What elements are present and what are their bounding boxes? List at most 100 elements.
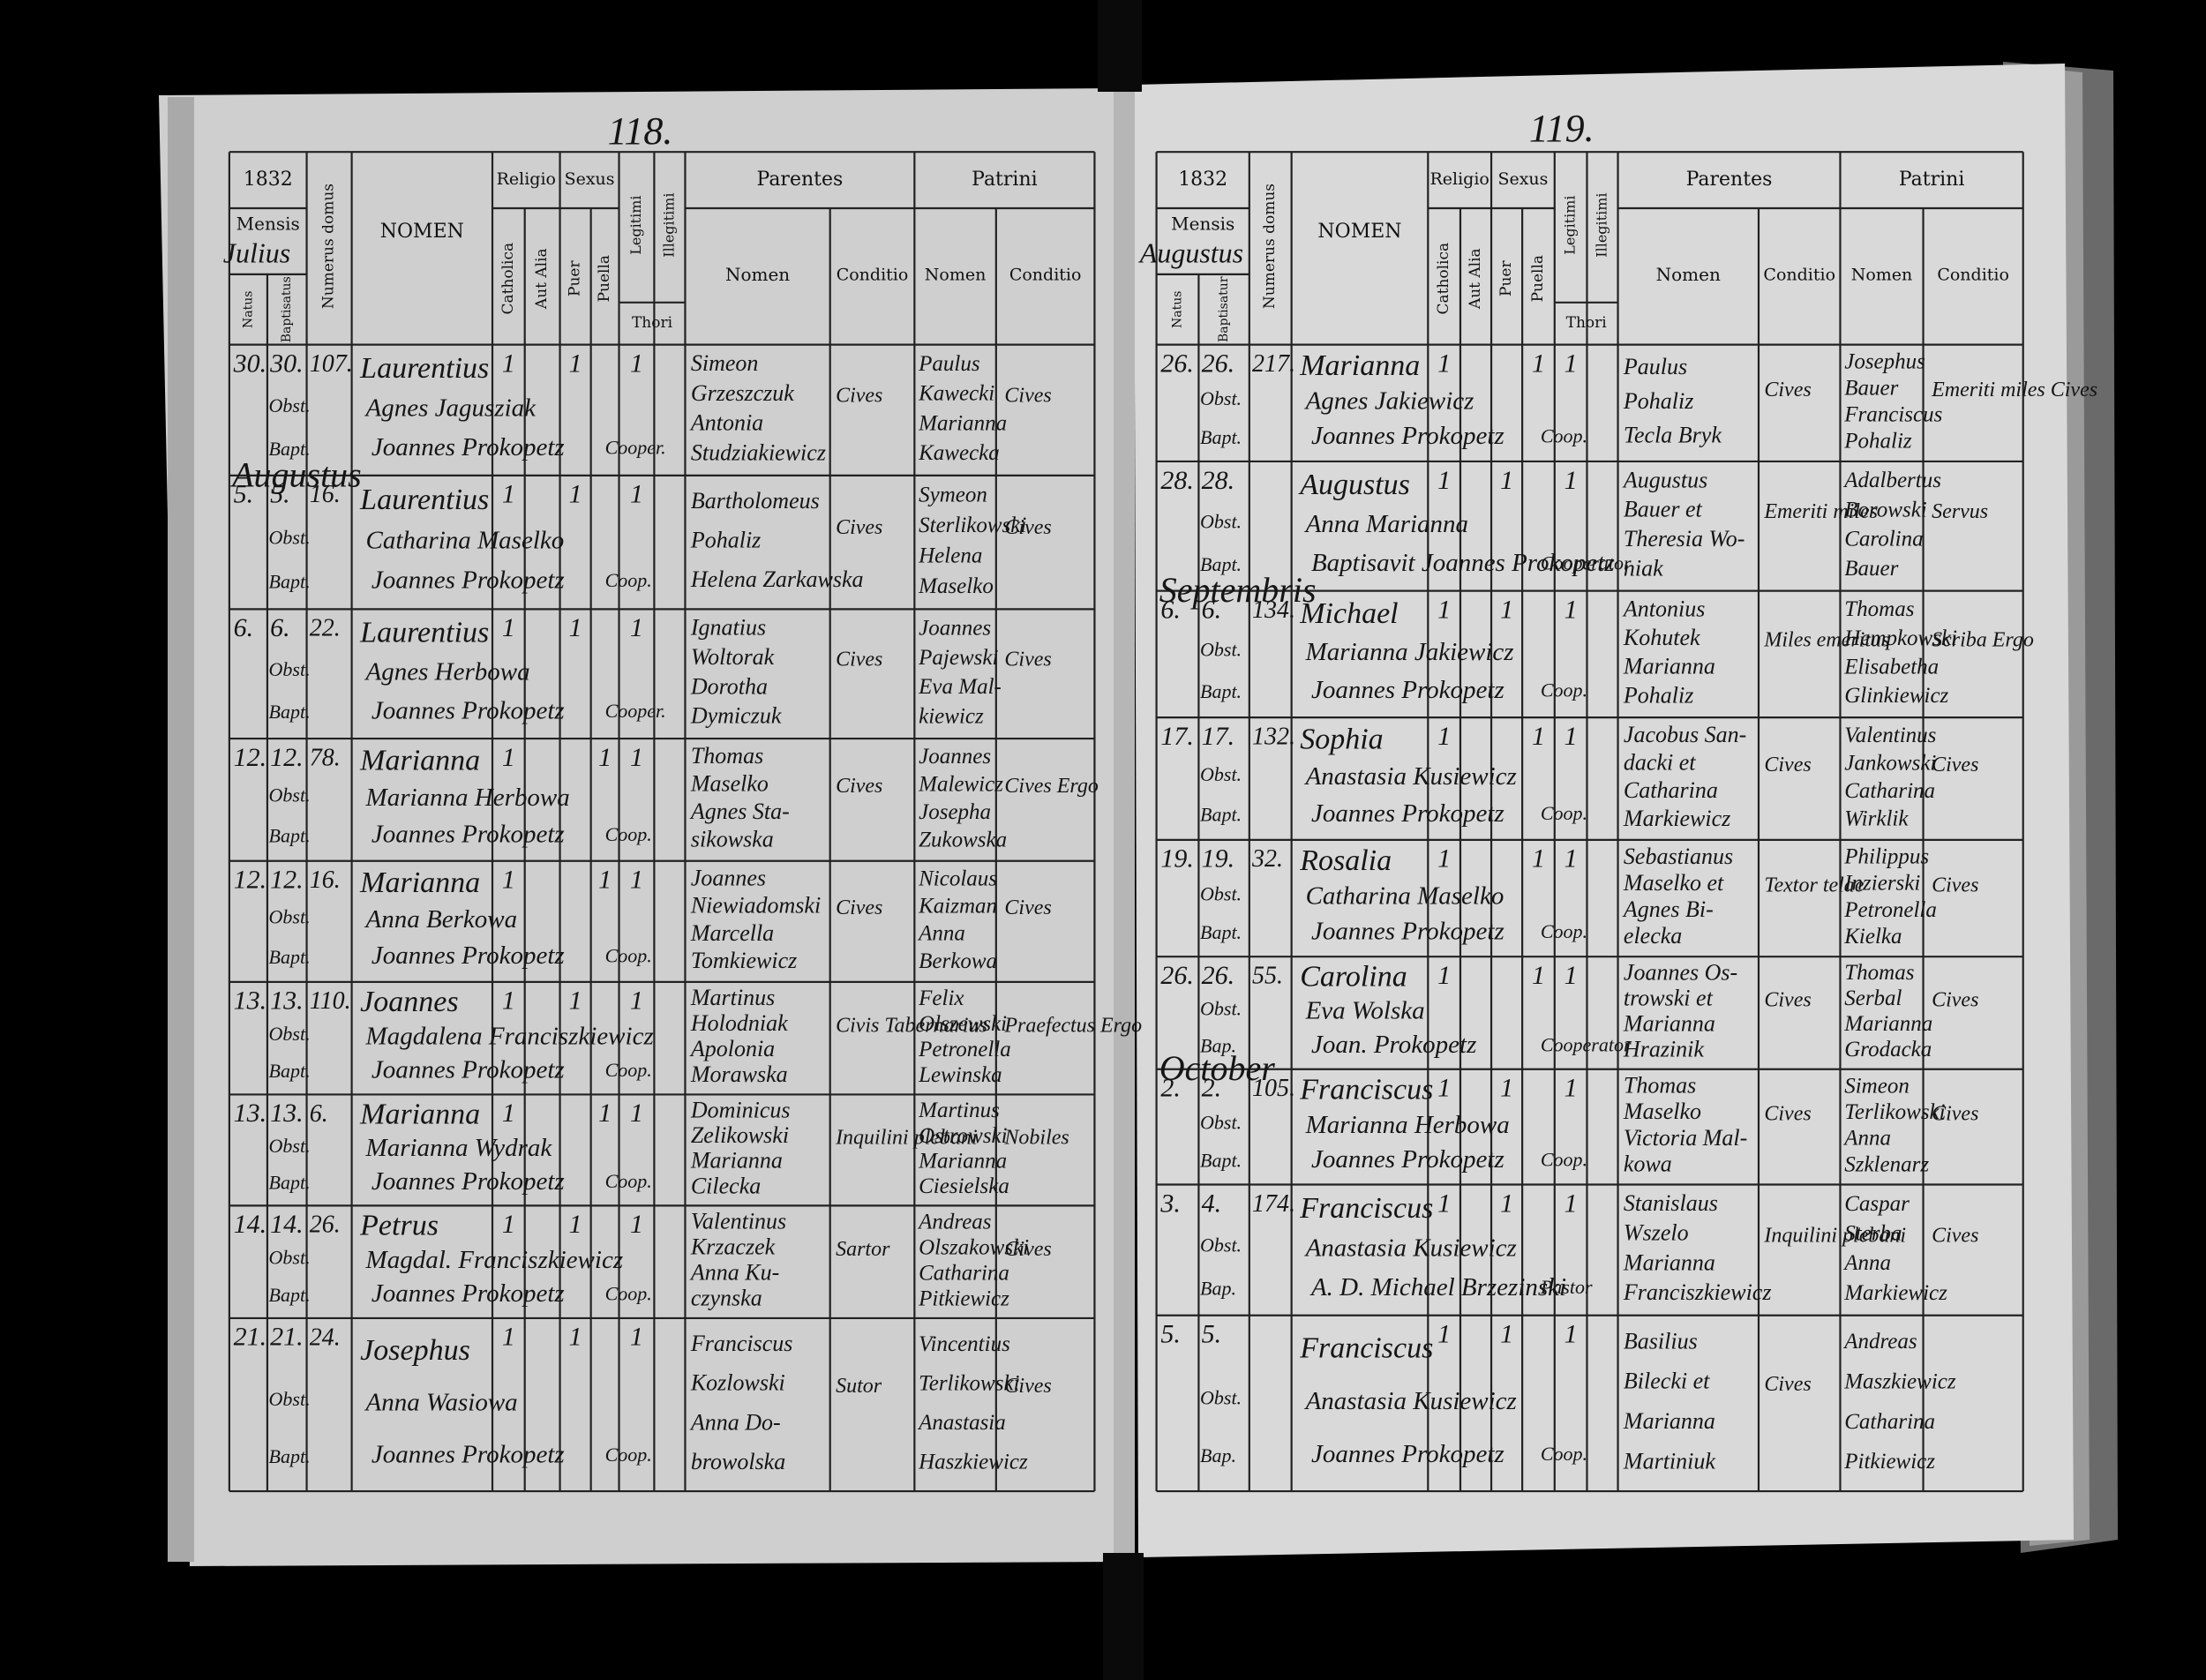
puer-mark: 1 [569, 480, 582, 509]
parentes-conditio: Inquilini plebani [1763, 1224, 1906, 1247]
parent-line: Catharina [1624, 777, 1718, 803]
parentes-conditio: Miles emeritus [1763, 629, 1889, 652]
catholica-mark: 1 [502, 866, 515, 895]
parent-line: Stanislaus [1624, 1190, 1718, 1216]
parent-line: Sebastianus [1624, 844, 1733, 869]
note: Bapt. [1200, 1150, 1242, 1172]
parent-line: Kozlowski [690, 1370, 785, 1396]
header-patrini-nomen: Nomen [925, 266, 987, 285]
nomen-line: Magdalena Franciszkiewicz [365, 1022, 654, 1050]
parent-line: sikowska [691, 827, 774, 852]
nomen-line: Marianna [1299, 349, 1420, 382]
parent-line: Dorotha [690, 673, 768, 699]
puer-mark: 1 [1500, 1074, 1513, 1103]
baptisatus: 4. [1202, 1189, 1222, 1218]
parent-line: Krzaczek [690, 1234, 776, 1260]
nomen-line: Sophia [1300, 724, 1383, 756]
parent-line: Maselko [1623, 1099, 1701, 1124]
patrinus-line: Markiewicz [1843, 1281, 1947, 1305]
patrini-conditio: Cives [1004, 649, 1051, 671]
patrinus-line: Maszkiewicz [1843, 1369, 1956, 1393]
puer-mark: 1 [569, 1210, 582, 1239]
nomen-line: Marianna [359, 745, 480, 777]
puella-mark: 1 [1532, 722, 1545, 751]
domus: 78. [310, 744, 341, 771]
nomen-line: Joannes Prokopetz [371, 1167, 565, 1196]
nomen-line: Marianna Wydrak [365, 1134, 553, 1162]
baptisatus: 21. [270, 1323, 304, 1352]
parent-line: Helena Zarkawska [690, 566, 864, 592]
patrinus-line: Glinkiewicz [1844, 684, 1948, 708]
note: Obst. [269, 1135, 311, 1157]
header-mensis: Mensis [1171, 214, 1234, 235]
nomen-line: Joannes Prokopetz [1311, 676, 1504, 704]
patrini-conditio: Cives [1932, 1103, 1978, 1126]
patrinus-line: Sterlikowski [919, 514, 1026, 537]
patrinus-line: Zukowska [919, 828, 1007, 851]
note: Bapt. [1200, 426, 1242, 448]
nomen-line: Augustus [1298, 469, 1410, 501]
header-thori: Thori [632, 314, 673, 332]
baptisatus: 13. [270, 1099, 304, 1128]
domus: 55. [1252, 963, 1283, 990]
parentes-conditio: Cives [836, 649, 882, 671]
legitimi-mark: 1 [630, 1323, 643, 1352]
catholica-mark: 1 [1437, 349, 1451, 378]
parent-line: Joannes Os- [1624, 959, 1737, 985]
legitimi-mark: 1 [1564, 1189, 1578, 1218]
patrinus-line: Anastasia [917, 1411, 1006, 1435]
nomen-line: Eva Wolska [1305, 997, 1425, 1025]
domus: 107. [310, 350, 353, 378]
month-label: Augustus [229, 454, 362, 494]
header-baptisatus: Baptisatur [1217, 276, 1231, 342]
note: Obst. [1200, 510, 1242, 532]
natus: 14. [234, 1210, 267, 1239]
patrinus-line: Haszkiewicz [918, 1451, 1028, 1474]
nomen-line: Joan. Prokopetz [1311, 1031, 1476, 1059]
parent-line: Antonia [689, 410, 763, 436]
nomen-line: Marianna [359, 866, 480, 899]
parent-line: Apolonia [689, 1036, 775, 1061]
note: Obst. [269, 784, 311, 806]
catholica-mark: 1 [502, 613, 515, 642]
parent-line: Agnes Sta- [689, 799, 790, 824]
nomen-line: Joannes Prokopetz [1311, 1145, 1504, 1174]
parentes-conditio: Cives [1764, 754, 1811, 776]
patrinus-line: Philippus [1843, 845, 1929, 869]
thori-note: Coop. [1541, 1443, 1587, 1465]
patrinus-line: Pitkiewicz [1843, 1450, 1935, 1474]
patrinus-line: Eva Mal- [918, 675, 1002, 699]
parent-line: Ignatius [690, 615, 766, 641]
thori-note: Cooper. [605, 700, 666, 722]
parent-line: Cilecka [691, 1173, 761, 1198]
thori-note: Coop. [605, 1170, 652, 1192]
patrinus-line: Lewinska [918, 1063, 1002, 1087]
patrinus-line: Thomas [1844, 597, 1914, 621]
parent-line: Anna Ku- [689, 1260, 779, 1286]
catholica-mark: 1 [502, 480, 515, 509]
header-sexus: Sexus [1497, 169, 1548, 189]
patrinus-line: Kaizman [918, 894, 997, 918]
puer-mark: 1 [1500, 595, 1513, 624]
patrinus-line: Terlikowski [1844, 1100, 1945, 1124]
parent-line: Thomas [691, 743, 763, 769]
nomen-line: Agnes Jakiewicz [1304, 386, 1474, 415]
header-parentes-conditio: Conditio [1763, 266, 1835, 285]
note: Bapt. [269, 1445, 311, 1467]
patrinus-line: Paulus [918, 352, 979, 376]
parent-line: Paulus [1623, 354, 1687, 379]
parent-line: dacki et [1624, 750, 1696, 776]
month-label: October [1159, 1048, 1276, 1088]
patrini-conditio: Cives [1932, 989, 1978, 1012]
patrinus-line: Kawecki [918, 382, 994, 406]
catholica-mark: 1 [502, 349, 515, 378]
patrini-conditio: Cives [1932, 1224, 1978, 1247]
baptisatus: 6. [1202, 595, 1222, 624]
patrinus-line: Catharina [1844, 779, 1935, 803]
catholica-mark: 1 [502, 743, 515, 772]
patrini-conditio: Cives [1004, 516, 1051, 539]
baptisatus: 6. [270, 613, 290, 642]
domus: 32. [1251, 845, 1283, 873]
gutter [1114, 88, 1135, 1557]
legitimi-mark: 1 [1564, 595, 1578, 624]
